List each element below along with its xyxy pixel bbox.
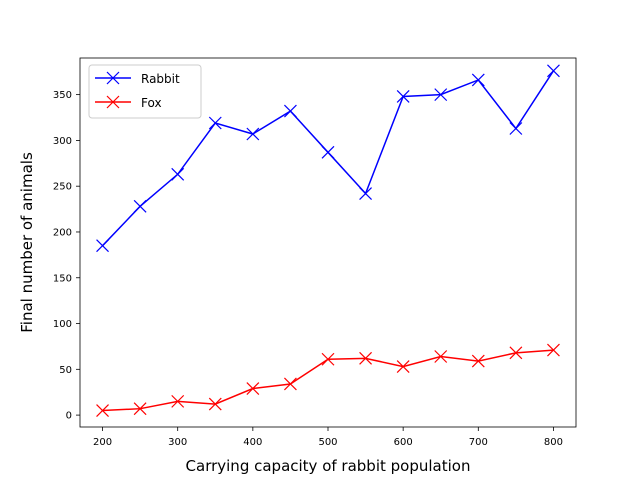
x-axis-title: Carrying capacity of rabbit population bbox=[186, 457, 471, 475]
data-point-fox bbox=[509, 346, 523, 360]
x-tick-label: 400 bbox=[243, 437, 262, 448]
data-point-fox bbox=[547, 343, 560, 357]
legend-marker-x bbox=[106, 95, 120, 109]
data-point-rabbit bbox=[359, 187, 373, 200]
legend: Rabbit Fox bbox=[88, 64, 202, 119]
data-point-rabbit bbox=[471, 73, 485, 87]
x-tick-label: 200 bbox=[93, 437, 112, 448]
x-tick-label: 300 bbox=[168, 437, 187, 448]
plot-area-frame bbox=[79, 57, 577, 428]
data-point-rabbit bbox=[96, 239, 109, 253]
legend-entry-fox: Fox bbox=[95, 95, 162, 110]
axis-ticks: 200 300 400 500 600 700 800 0 50 100 150 200 250 300 3… bbox=[53, 90, 563, 448]
data-point-fox bbox=[133, 402, 147, 416]
y-tick-label: 50 bbox=[59, 365, 72, 376]
x-tick-label: 500 bbox=[318, 437, 337, 448]
y-tick-label: 200 bbox=[53, 227, 72, 238]
data-point-rabbit bbox=[547, 64, 560, 78]
data-point-fox bbox=[283, 377, 297, 391]
y-tick-label: 0 bbox=[66, 411, 72, 422]
data-point-rabbit bbox=[396, 90, 410, 103]
data-point-fox bbox=[96, 404, 109, 417]
series-fox bbox=[96, 343, 560, 417]
data-point-fox bbox=[246, 382, 260, 395]
legend-marker-fox bbox=[106, 95, 120, 109]
data-point-rabbit bbox=[321, 145, 335, 159]
data-point-rabbit bbox=[509, 122, 523, 135]
data-point-fox bbox=[471, 354, 485, 368]
data-point-fox bbox=[434, 350, 448, 363]
data-point-rabbit bbox=[208, 116, 222, 130]
data-point-rabbit bbox=[171, 167, 185, 181]
plot-series bbox=[96, 64, 560, 417]
series-rabbit bbox=[96, 64, 560, 253]
y-axis-title: Final number of animals bbox=[18, 152, 36, 333]
data-point-rabbit bbox=[283, 104, 297, 118]
x-tick-label: 800 bbox=[544, 437, 563, 448]
y-tick-label: 150 bbox=[53, 273, 72, 284]
data-point-fox bbox=[359, 351, 373, 365]
legend-label-rabbit: Rabbit bbox=[141, 72, 180, 86]
data-point-fox bbox=[396, 360, 410, 373]
y-tick-label: 350 bbox=[53, 90, 72, 101]
data-point-rabbit bbox=[434, 88, 448, 102]
x-tick-label: 600 bbox=[394, 437, 413, 448]
legend-entry-rabbit: Rabbit bbox=[95, 71, 180, 86]
legend-marker-x bbox=[106, 71, 120, 85]
data-point-fox bbox=[321, 352, 335, 366]
data-point-rabbit bbox=[246, 127, 260, 141]
y-tick-label: 250 bbox=[53, 182, 72, 193]
data-point-fox bbox=[171, 394, 185, 408]
x-tick-label: 700 bbox=[469, 437, 488, 448]
y-tick-label: 100 bbox=[53, 319, 72, 330]
legend-label-fox: Fox bbox=[141, 96, 162, 110]
data-point-rabbit bbox=[133, 199, 147, 213]
data-point-fox bbox=[208, 397, 222, 411]
legend-marker-rabbit bbox=[106, 71, 120, 85]
y-tick-label: 300 bbox=[53, 136, 72, 147]
